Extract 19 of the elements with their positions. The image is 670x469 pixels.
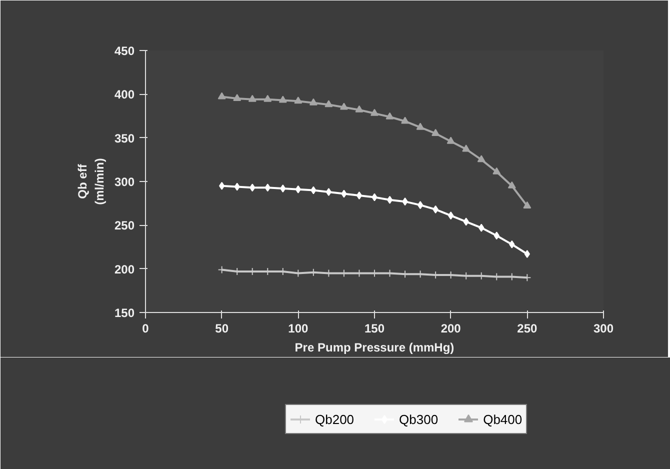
y-tick-label: 450 <box>114 44 135 58</box>
x-tick-label: 200 <box>440 322 462 336</box>
x-tick-label: 100 <box>288 322 309 336</box>
x-tick-label: 250 <box>517 322 538 336</box>
y-axis-title: Qb eff (ml/min) <box>76 158 106 205</box>
x-tick-label: 0 <box>142 322 150 336</box>
legend-label: Qb300 <box>399 412 438 426</box>
x-axis-title: Pre Pump Pressure (mmHg) <box>294 340 454 354</box>
x-tick-label: 300 <box>593 322 614 336</box>
legend-label: Qb200 <box>315 412 354 426</box>
y-tick-label: 150 <box>114 306 135 320</box>
y-tick-label: 300 <box>114 175 135 189</box>
x-tick-label: 50 <box>215 322 229 336</box>
legend-label: Qb400 <box>483 412 522 426</box>
y-tick-label: 250 <box>114 218 135 233</box>
y-tick-label: 200 <box>114 262 135 276</box>
y-tick-label: 400 <box>114 88 135 102</box>
y-tick-label: 350 <box>114 131 135 146</box>
x-tick-label: 150 <box>364 322 385 336</box>
